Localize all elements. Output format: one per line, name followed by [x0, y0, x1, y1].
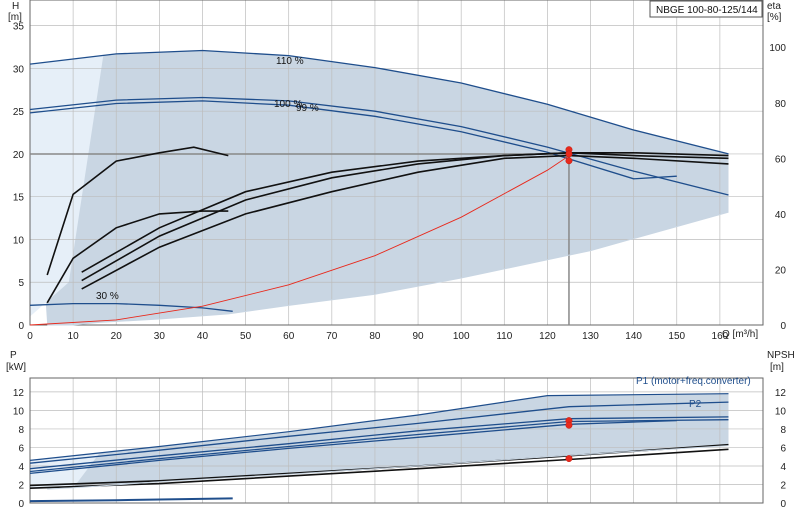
x-tick-label: 30 [154, 331, 166, 342]
head-series-6 [46, 146, 229, 276]
x-tick-label: 70 [326, 331, 338, 342]
power-plot-frame [29, 377, 764, 504]
x-tick-label: 120 [539, 331, 556, 342]
x-tick-label: 0 [27, 331, 33, 342]
flow-axis-label: Q [m³/h] [722, 329, 758, 340]
head-series-11 [29, 155, 570, 326]
chart-title: NBGE 100-80-125/144 [656, 5, 758, 16]
x-tick-label: 90 [412, 331, 424, 342]
y2-tick-label: 100 [769, 43, 786, 54]
npsh-axis-label: NPSH [767, 350, 795, 361]
head-series-7 [46, 210, 229, 304]
power-operating-envelope [30, 393, 729, 490]
y-tick-label: 15 [13, 193, 25, 204]
eta-axis-unit: [%] [767, 12, 782, 23]
head-series-8 [81, 154, 729, 290]
power-series-8 [29, 448, 729, 489]
power-duty-point-2 [565, 455, 573, 463]
power-series-3 [29, 416, 729, 470]
power-axis-label: P [10, 350, 17, 361]
power-panel: 0 2 4 6 8 10 12 0 2 4 6 8 10 12 [13, 377, 787, 510]
head-series-2-110- [29, 49, 729, 155]
head-series-9 [81, 151, 729, 282]
y-tick-label: 8 [18, 425, 24, 436]
low-flow-region [30, 55, 104, 317]
y-tick-label: 0 [18, 321, 24, 332]
y-tick-label: 6 [18, 443, 24, 454]
x-tick-label: 160 [712, 331, 729, 342]
x-tick-label: 150 [668, 331, 685, 342]
x-tick-label: 110 [496, 331, 512, 342]
y-tick-label: 2 [18, 480, 24, 491]
x-tick-label: 100 [453, 331, 470, 342]
y2-tick-label: 12 [775, 388, 787, 399]
head-duty-point-1 [565, 150, 573, 158]
y-tick-label: 5 [18, 278, 24, 289]
annotation-99-percent: 99 % [296, 103, 319, 114]
y-tick-label: 35 [13, 22, 25, 33]
y2-tick-label: 0 [780, 321, 786, 332]
y2-tick-label: 8 [780, 425, 786, 436]
x-tick-label: 40 [197, 331, 209, 342]
title-box: NBGE 100-80-125/144 [649, 0, 763, 18]
y2-tick-label: 4 [780, 462, 786, 473]
y2-tick-label: 40 [775, 210, 787, 221]
head-axis-label: H [12, 1, 19, 12]
npsh-axis-unit: [m] [770, 362, 784, 373]
x-tick-label: 80 [369, 331, 381, 342]
x-tick-label: 60 [283, 331, 295, 342]
x-tick-label: 20 [111, 331, 123, 342]
head-series-3-100- [29, 96, 729, 196]
y-tick-label: 25 [13, 107, 25, 118]
eta-axis-label: eta [767, 1, 781, 12]
y2-tick-label: 6 [780, 443, 786, 454]
annotation-110-percent: 110 % [276, 56, 304, 67]
power-series-2-p1-motor-freq-converter- [29, 401, 729, 464]
power-series-4-p2 [29, 419, 729, 473]
legend-p1: P1 (motor+freq.converter) [636, 376, 751, 387]
y-tick-label: 20 [13, 150, 25, 161]
x-tick-label: 130 [582, 331, 599, 342]
y-tick-label: 0 [18, 499, 24, 510]
y-tick-label: 10 [13, 235, 25, 246]
y-tick-label: 12 [13, 388, 25, 399]
power-series-0 [29, 393, 729, 461]
power-axis-unit: [kW] [6, 362, 26, 373]
y2-tick-label: 80 [775, 99, 787, 110]
y2-tick-label: 0 [780, 499, 786, 510]
power-duty-point-1 [565, 421, 573, 429]
annotation-30-percent: 30 % [96, 291, 119, 302]
power-series-6 [29, 497, 233, 503]
head-series-10 [81, 152, 729, 273]
head-series-4-99- [29, 100, 677, 180]
head-duty-point-2 [565, 157, 573, 165]
y-tick-label: 30 [13, 64, 25, 75]
head-envelope-bottom-edge [47, 211, 729, 326]
y2-tick-label: 2 [780, 480, 786, 491]
power-series-5 [29, 419, 677, 475]
y2-tick-label: 20 [775, 265, 787, 276]
low-flow-region-power [30, 453, 99, 490]
y2-tick-label: 10 [775, 406, 787, 417]
legend-p2: P2 [689, 399, 702, 410]
head-axis-unit: [m] [8, 12, 22, 23]
x-tick-label: 140 [625, 331, 642, 342]
head-operating-envelope [30, 50, 729, 326]
x-tick-label: 10 [68, 331, 80, 342]
head-series-5-30- [29, 302, 233, 312]
annotation-100-percent: 100 % [274, 99, 302, 110]
y-tick-label: 4 [18, 462, 24, 473]
y2-tick-label: 60 [775, 154, 787, 165]
y-tick-label: 10 [13, 406, 25, 417]
head-plot-frame [29, 0, 764, 326]
head-panel: 0 5 10 15 20 25 30 35 0 20 40 60 80 100 0 10 20 30 40 50 60 7… [13, 0, 787, 342]
x-tick-label: 50 [240, 331, 252, 342]
power-envelope-bottom-edge [47, 445, 729, 490]
